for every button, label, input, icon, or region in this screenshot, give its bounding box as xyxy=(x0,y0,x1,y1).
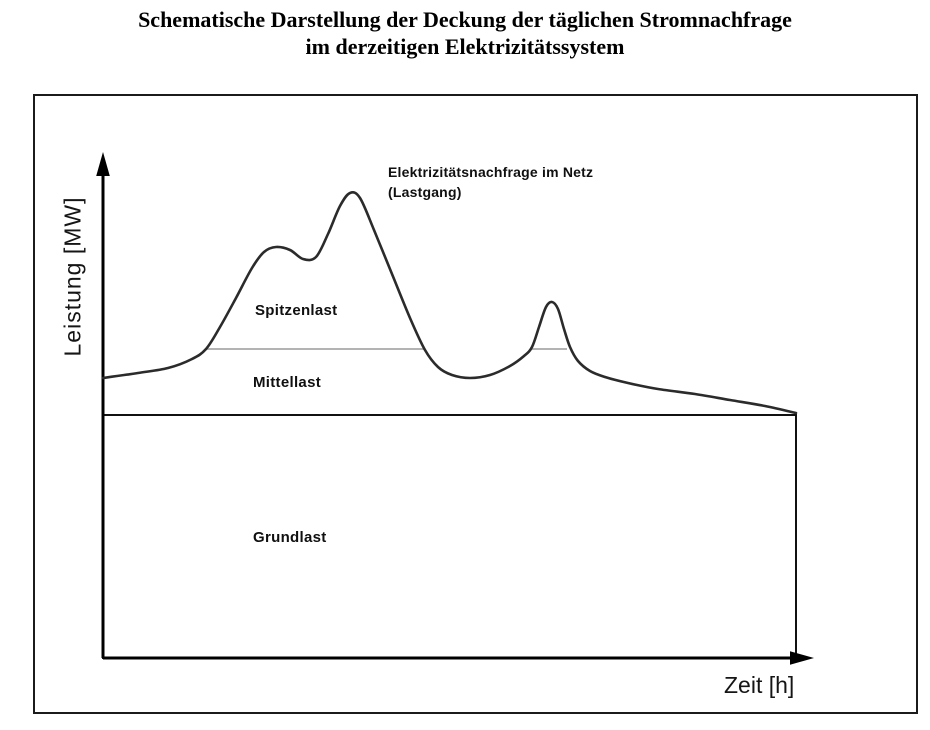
curve-label-line2: (Lastgang) xyxy=(388,184,462,200)
y-axis-arrow-icon xyxy=(96,152,110,176)
region-label-grundlast: Grundlast xyxy=(253,529,327,546)
region-label-mittellast: Mittellast xyxy=(253,374,322,391)
y-axis-label: Leistung [MW] xyxy=(59,196,86,357)
figure-title-line2: im derzeitigen Elektrizitätssystem xyxy=(305,34,625,59)
region-label-spitzenlast: Spitzenlast xyxy=(255,302,338,319)
figure-title: Schematische Darstellung der Deckung der… xyxy=(0,6,930,60)
curve-label: Elektrizitätsnachfrage im Netz (Lastgang… xyxy=(388,162,593,202)
grundlast-box xyxy=(102,414,797,659)
figure-title-line1: Schematische Darstellung der Deckung der… xyxy=(138,7,792,32)
curve-label-line1: Elektrizitätsnachfrage im Netz xyxy=(388,164,594,180)
x-axis-label: Zeit [h] xyxy=(724,672,795,698)
chart-outer-border xyxy=(33,94,918,714)
x-axis-arrow-icon xyxy=(790,651,814,665)
load-curve xyxy=(101,191,798,415)
